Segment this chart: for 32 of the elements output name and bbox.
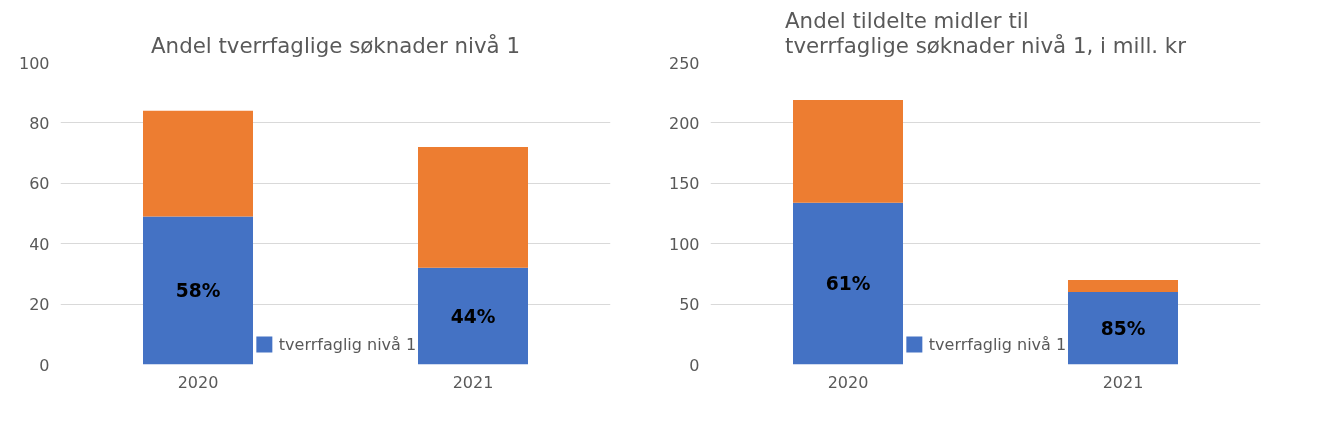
- y-tick-label: 60: [29, 174, 50, 194]
- bar: [793, 202, 903, 365]
- y-tick-label: 100: [18, 53, 50, 73]
- chart-title: Andel tildelte midler til tverrfaglige søknader nivå 1, i mill. kr: [785, 7, 1187, 58]
- bar: [143, 216, 253, 365]
- chart-title: Andel tverrfaglige søknader nivå 1: [151, 32, 520, 58]
- y-tick-label: 150: [668, 174, 700, 194]
- x-tick-label: 2021: [452, 372, 494, 392]
- x-tick-label: 2020: [177, 372, 219, 392]
- y-tick-label: 200: [668, 113, 700, 133]
- y-tick-label: 250: [668, 53, 700, 73]
- bar: [143, 110, 253, 217]
- y-tick-label: 40: [29, 234, 50, 254]
- x-tick-label: 2021: [1102, 372, 1144, 392]
- x-tick-label: 2020: [827, 372, 869, 392]
- annotation: 61%: [825, 273, 871, 295]
- bar: [1068, 279, 1178, 293]
- bar: [1068, 292, 1178, 365]
- bar: [793, 99, 903, 203]
- legend-label: tverrfaglig nivå 1: [928, 334, 1067, 354]
- annotation: 44%: [450, 305, 496, 327]
- legend-label: tverrfaglig nivå 1: [278, 334, 417, 354]
- y-tick-label: 50: [679, 295, 700, 315]
- bar: [418, 147, 528, 268]
- y-tick-label: 100: [668, 234, 700, 254]
- y-tick-label: 0: [689, 355, 700, 375]
- y-tick-label: 20: [29, 295, 50, 315]
- annotation: 85%: [1100, 317, 1146, 339]
- y-tick-label: 0: [39, 355, 50, 375]
- y-tick-label: 80: [29, 113, 50, 133]
- bar: [418, 267, 528, 365]
- annotation: 58%: [175, 280, 221, 302]
